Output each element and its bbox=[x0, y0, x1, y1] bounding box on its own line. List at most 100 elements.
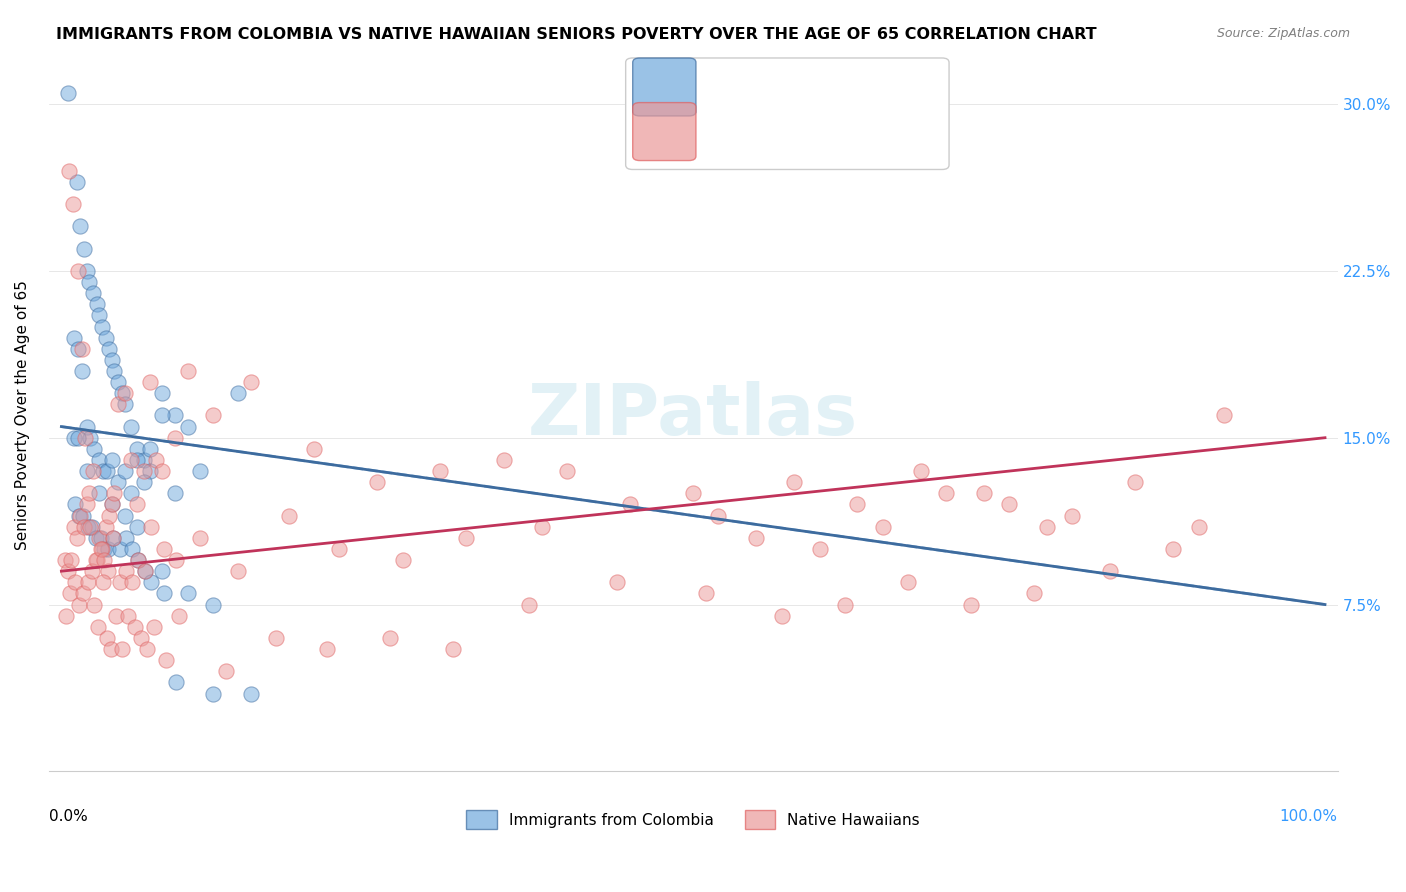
Immigrants from Colombia bbox=[165, 486, 187, 500]
Native Hawaiians bbox=[872, 519, 894, 533]
Immigrants from Colombia bbox=[121, 541, 143, 556]
Native Hawaiians bbox=[67, 598, 90, 612]
Native Hawaiians bbox=[214, 665, 236, 679]
Native Hawaiians bbox=[87, 620, 110, 634]
Native Hawaiians bbox=[1036, 519, 1059, 533]
Native Hawaiians bbox=[93, 553, 115, 567]
Native Hawaiians bbox=[120, 453, 142, 467]
Immigrants from Colombia bbox=[114, 508, 136, 523]
Immigrants from Colombia bbox=[89, 309, 111, 323]
Native Hawaiians bbox=[90, 541, 112, 556]
Immigrants from Colombia bbox=[89, 453, 111, 467]
Immigrants from Colombia bbox=[177, 419, 200, 434]
Immigrants from Colombia bbox=[96, 464, 118, 478]
Native Hawaiians bbox=[808, 541, 831, 556]
Native Hawaiians bbox=[89, 531, 111, 545]
Native Hawaiians bbox=[530, 519, 553, 533]
Native Hawaiians bbox=[103, 531, 125, 545]
Native Hawaiians bbox=[94, 519, 117, 533]
Native Hawaiians bbox=[165, 553, 187, 567]
Immigrants from Colombia bbox=[152, 586, 174, 600]
Native Hawaiians bbox=[145, 453, 167, 467]
Immigrants from Colombia bbox=[132, 475, 155, 490]
Native Hawaiians bbox=[121, 575, 143, 590]
Native Hawaiians bbox=[98, 508, 121, 523]
Immigrants from Colombia bbox=[127, 453, 149, 467]
Immigrants from Colombia bbox=[67, 508, 90, 523]
Native Hawaiians bbox=[70, 342, 93, 356]
Immigrants from Colombia bbox=[76, 419, 98, 434]
Native Hawaiians bbox=[132, 464, 155, 478]
Native Hawaiians bbox=[91, 575, 114, 590]
Immigrants from Colombia bbox=[63, 431, 86, 445]
Native Hawaiians bbox=[77, 575, 100, 590]
Immigrants from Colombia bbox=[139, 575, 162, 590]
Native Hawaiians bbox=[239, 375, 262, 389]
Immigrants from Colombia bbox=[152, 564, 174, 578]
Immigrants from Colombia bbox=[101, 498, 124, 512]
Immigrants from Colombia bbox=[165, 409, 187, 423]
Immigrants from Colombia bbox=[152, 386, 174, 401]
Native Hawaiians bbox=[152, 464, 174, 478]
Native Hawaiians bbox=[139, 375, 162, 389]
Native Hawaiians bbox=[167, 608, 190, 623]
Native Hawaiians bbox=[90, 541, 112, 556]
Immigrants from Colombia bbox=[66, 342, 89, 356]
Native Hawaiians bbox=[1062, 508, 1084, 523]
Immigrants from Colombia bbox=[65, 175, 87, 189]
Immigrants from Colombia bbox=[139, 464, 162, 478]
Native Hawaiians bbox=[190, 531, 212, 545]
Native Hawaiians bbox=[75, 431, 97, 445]
Native Hawaiians bbox=[127, 553, 149, 567]
Native Hawaiians bbox=[117, 608, 139, 623]
Native Hawaiians bbox=[136, 642, 159, 657]
Native Hawaiians bbox=[107, 397, 129, 411]
Immigrants from Colombia bbox=[80, 519, 103, 533]
Immigrants from Colombia bbox=[73, 242, 96, 256]
Immigrants from Colombia bbox=[70, 364, 93, 378]
Native Hawaiians bbox=[960, 598, 983, 612]
Native Hawaiians bbox=[264, 631, 287, 645]
Native Hawaiians bbox=[127, 498, 149, 512]
Immigrants from Colombia bbox=[65, 498, 87, 512]
Immigrants from Colombia bbox=[82, 286, 104, 301]
Immigrants from Colombia bbox=[177, 586, 200, 600]
Native Hawaiians bbox=[935, 486, 957, 500]
Native Hawaiians bbox=[366, 475, 388, 490]
Immigrants from Colombia bbox=[114, 531, 136, 545]
Native Hawaiians bbox=[76, 498, 98, 512]
Immigrants from Colombia bbox=[93, 541, 115, 556]
Immigrants from Colombia bbox=[90, 531, 112, 545]
Native Hawaiians bbox=[97, 564, 120, 578]
Native Hawaiians bbox=[707, 508, 730, 523]
Native Hawaiians bbox=[55, 608, 77, 623]
Immigrants from Colombia bbox=[132, 453, 155, 467]
Native Hawaiians bbox=[1099, 564, 1122, 578]
Native Hawaiians bbox=[96, 631, 118, 645]
Native Hawaiians bbox=[124, 620, 146, 634]
Immigrants from Colombia bbox=[76, 464, 98, 478]
Native Hawaiians bbox=[441, 642, 464, 657]
Text: R =  0.220   N = 112: R = 0.220 N = 112 bbox=[699, 127, 882, 141]
Immigrants from Colombia bbox=[139, 442, 162, 456]
Immigrants from Colombia bbox=[134, 564, 156, 578]
Native Hawaiians bbox=[86, 553, 108, 567]
Immigrants from Colombia bbox=[84, 531, 107, 545]
Native Hawaiians bbox=[165, 431, 187, 445]
Immigrants from Colombia bbox=[56, 86, 79, 100]
Immigrants from Colombia bbox=[239, 686, 262, 700]
Native Hawaiians bbox=[100, 642, 122, 657]
Immigrants from Colombia bbox=[94, 331, 117, 345]
Native Hawaiians bbox=[998, 498, 1021, 512]
Native Hawaiians bbox=[315, 642, 337, 657]
Native Hawaiians bbox=[73, 519, 96, 533]
Native Hawaiians bbox=[111, 642, 134, 657]
Immigrants from Colombia bbox=[108, 541, 131, 556]
Native Hawaiians bbox=[60, 553, 83, 567]
Immigrants from Colombia bbox=[120, 486, 142, 500]
Immigrants from Colombia bbox=[202, 686, 225, 700]
Native Hawaiians bbox=[114, 386, 136, 401]
Immigrants from Colombia bbox=[63, 331, 86, 345]
Immigrants from Colombia bbox=[83, 442, 105, 456]
Native Hawaiians bbox=[429, 464, 451, 478]
